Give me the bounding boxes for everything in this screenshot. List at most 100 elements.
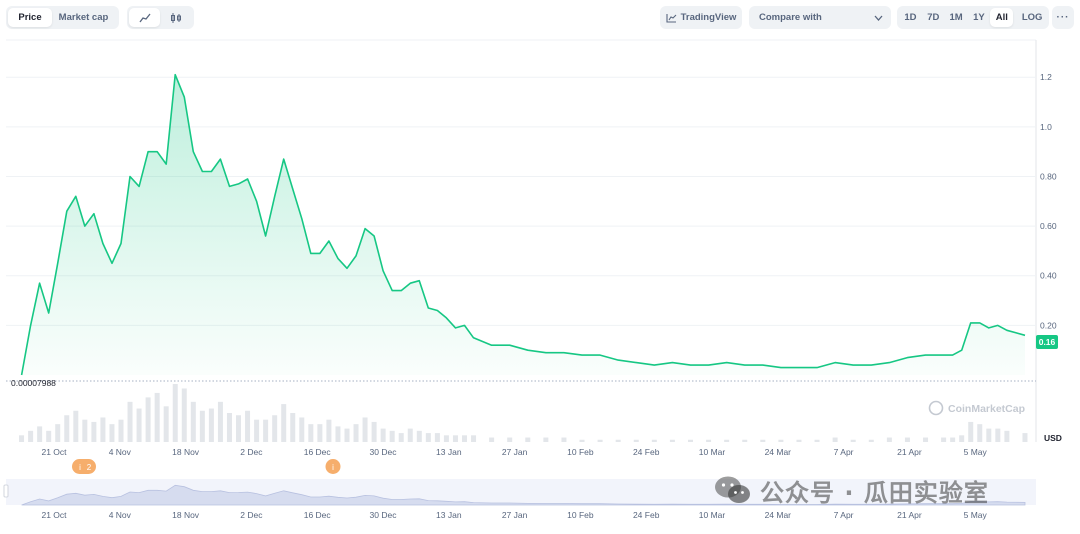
volume-bar (425, 433, 431, 442)
volume-bar (326, 419, 332, 442)
volume-bar (371, 421, 377, 442)
volume-bar (344, 428, 350, 442)
compare-with-dropdown[interactable]: Compare with (749, 6, 891, 29)
navigator-tick-label: 24 Mar (765, 510, 792, 520)
log-scale-toggle[interactable]: LOG (1021, 12, 1043, 23)
volume-bar (669, 439, 675, 442)
x-tick-label: 24 Mar (765, 447, 792, 457)
volume-bar (443, 435, 449, 442)
volume-bar (199, 410, 205, 442)
tradingview-label: TradingView (680, 12, 737, 23)
line-chart-icon[interactable] (129, 8, 160, 27)
volume-bar (154, 392, 160, 442)
volume-bar (281, 404, 287, 442)
coinmarketcap-watermark: CoinMarketCap (928, 400, 1025, 416)
volume-bar (362, 417, 368, 442)
baseline-price-label: 0.00007988 (11, 378, 56, 388)
volume-bar (462, 435, 468, 442)
volume-bar (389, 430, 395, 442)
navigator-tick-label: 18 Nov (172, 510, 200, 520)
volume-bar (236, 415, 242, 442)
volume-bar (561, 437, 567, 442)
navigator-tick-label: 4 Nov (109, 510, 132, 520)
volume-bar (263, 419, 269, 442)
volume-bar (796, 439, 802, 442)
wechat-watermark-text: 公众号 · 瓜田实验室 (760, 478, 989, 507)
event-marker-count: 2 (87, 463, 92, 472)
volume-bar (1022, 433, 1028, 442)
volume-bar (543, 437, 549, 442)
wechat-logo-icon (714, 475, 752, 505)
volume-bar (172, 384, 178, 442)
volume-bar (109, 424, 115, 442)
volume-bar (986, 428, 992, 442)
price-tab[interactable]: Price (8, 8, 52, 27)
event-marker-multi[interactable]: i 2 (72, 459, 96, 474)
volume-bar (597, 439, 603, 442)
current-price-label: 0.16 (1039, 337, 1056, 347)
volume-bar (226, 413, 232, 442)
chevron-down-icon (874, 15, 883, 21)
tradingview-button[interactable]: TradingView (660, 6, 742, 29)
volume-bar (407, 428, 413, 442)
range-1y[interactable]: 1Y (973, 12, 985, 23)
y-tick-label: 1.0 (1040, 122, 1052, 132)
range-7d[interactable]: 7D (927, 12, 940, 23)
more-options-button[interactable]: ··· (1052, 6, 1074, 29)
range-1d[interactable]: 1D (904, 12, 917, 23)
volume-bar (335, 426, 341, 442)
volume-bar (272, 415, 278, 442)
volume-bar (525, 437, 531, 442)
range-1m[interactable]: 1M (949, 12, 963, 23)
x-axis: 21 Oct 4 Nov 18 Nov 2 Dec 16 Dec 30 Dec 13 Jan… (41, 447, 987, 457)
volume-bar (290, 413, 296, 442)
volume-bar (73, 410, 79, 442)
event-marker-single-icon: i (332, 463, 334, 472)
volume-bar (245, 410, 251, 442)
navigator-x-axis: 21 Oct 4 Nov 18 Nov 2 Dec 16 Dec 30 Dec 13 Jan… (41, 510, 987, 520)
volume-bar (471, 435, 477, 442)
event-marker-single[interactable]: i (325, 459, 341, 474)
x-tick-label: 18 Nov (172, 447, 200, 457)
x-tick-label: 10 Feb (567, 447, 594, 457)
volume-bar (489, 437, 495, 442)
volume-bar (217, 401, 223, 442)
currency-label: USD (1044, 433, 1062, 443)
volume-bar (959, 435, 965, 442)
volume-bar (317, 424, 323, 442)
volume-bar (868, 439, 874, 442)
x-tick-label: 5 May (964, 447, 988, 457)
price-marketcap-toggle: Price Market cap (6, 6, 119, 29)
navigator-tick-label: 24 Feb (633, 510, 660, 520)
coinmarketcap-watermark-text: CoinMarketCap (948, 403, 1025, 415)
x-tick-label: 27 Jan (502, 447, 528, 457)
volume-bar (904, 437, 910, 442)
volume-bar (19, 435, 25, 442)
x-tick-label: 16 Dec (304, 447, 332, 457)
volume-bar (968, 421, 974, 442)
navigator-left-handle[interactable] (3, 484, 9, 498)
x-tick-label: 4 Nov (109, 447, 132, 457)
volume-bars (19, 384, 1028, 442)
wechat-watermark: 公众号 · 瓜田实验室 (714, 472, 989, 508)
range-all[interactable]: All (990, 8, 1014, 27)
price-area-fill (21, 74, 1026, 375)
volume-bar (28, 430, 34, 442)
candlestick-icon[interactable] (160, 8, 191, 27)
volume-bar (995, 428, 1001, 442)
volume-bar (208, 408, 214, 442)
volume-bar (579, 439, 585, 442)
volume-bar (832, 437, 838, 442)
volume-bar (398, 433, 404, 442)
x-tick-label: 21 Oct (41, 447, 67, 457)
navigator-tick-label: 13 Jan (436, 510, 462, 520)
y-axis: 0.20 0.40 0.60 0.80 1.0 1.2 (1040, 72, 1057, 330)
market-cap-tab[interactable]: Market cap (58, 12, 109, 23)
navigator-tick-label: 16 Dec (304, 510, 332, 520)
volume-bar (724, 439, 730, 442)
volume-bar (850, 439, 856, 442)
x-tick-label: 2 Dec (240, 447, 263, 457)
volume-bar (886, 437, 892, 442)
volume-bar (308, 424, 314, 442)
volume-bar (254, 419, 260, 442)
